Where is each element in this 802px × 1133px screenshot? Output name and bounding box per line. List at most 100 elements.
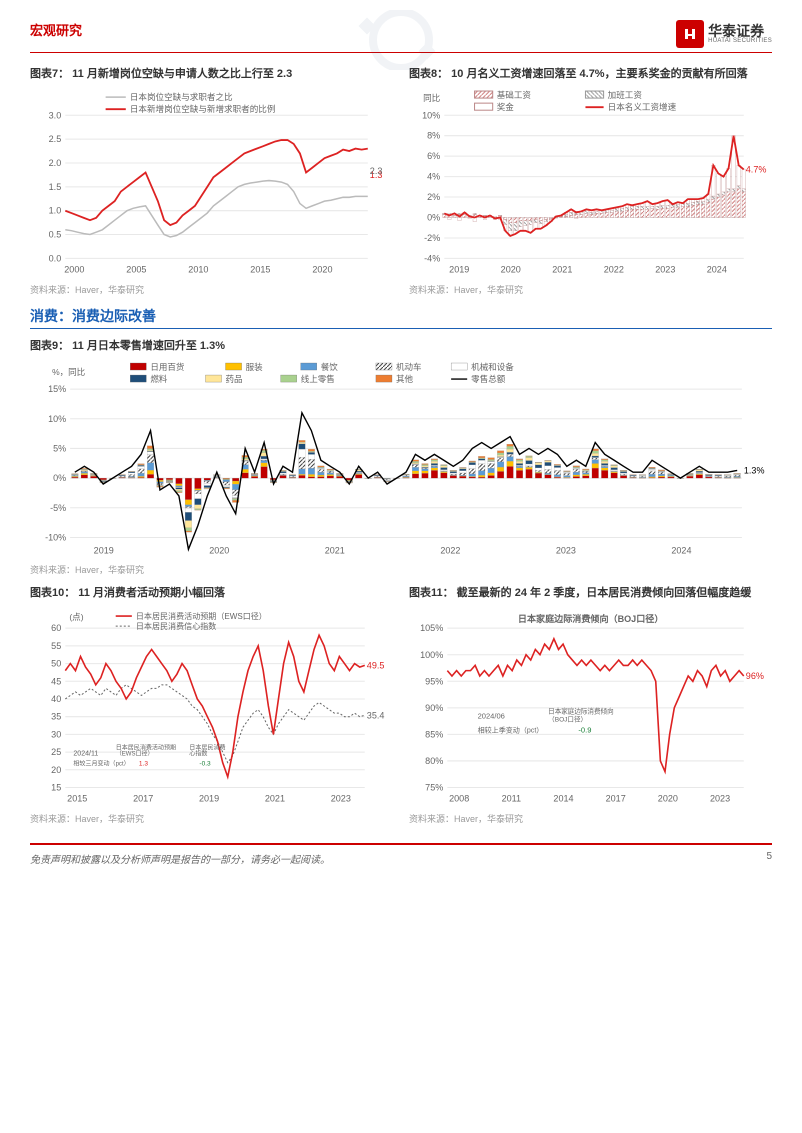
svg-text:0.5: 0.5 — [49, 230, 62, 240]
svg-text:30: 30 — [51, 730, 61, 740]
svg-text:-10%: -10% — [45, 532, 66, 542]
svg-text:2020: 2020 — [658, 794, 678, 804]
chart9-title: 图表9： 11 月日本零售增速回升至 1.3% — [30, 337, 772, 353]
svg-text:零售总额: 零售总额 — [471, 374, 506, 384]
svg-text:日用百货: 日用百货 — [150, 362, 185, 372]
svg-text:50: 50 — [51, 659, 61, 669]
svg-text:2000: 2000 — [64, 265, 84, 275]
svg-text:2.3: 2.3 — [370, 166, 383, 176]
svg-text:0%: 0% — [53, 473, 66, 483]
page-number: 5 — [766, 851, 772, 866]
svg-text:2024: 2024 — [707, 265, 727, 275]
svg-text:4.7%: 4.7% — [746, 164, 767, 174]
svg-text:日本居民消费活动预期（EWS口径）: 日本居民消费活动预期（EWS口径） — [136, 611, 267, 621]
svg-text:0.0: 0.0 — [49, 253, 62, 263]
svg-text:2022: 2022 — [604, 265, 624, 275]
svg-text:1.3: 1.3 — [139, 761, 148, 768]
svg-text:2020: 2020 — [209, 545, 229, 555]
svg-text:2022: 2022 — [440, 545, 460, 555]
svg-text:85%: 85% — [425, 730, 443, 740]
svg-text:2015: 2015 — [250, 265, 270, 275]
svg-text:线上零售: 线上零售 — [301, 374, 335, 384]
svg-text:60: 60 — [51, 623, 61, 633]
chart10-title: 图表10： 11 月消费者活动预期小幅回落 — [30, 584, 393, 600]
svg-text:96%: 96% — [746, 671, 764, 681]
svg-text:机动车: 机动车 — [396, 362, 422, 372]
svg-text:2019: 2019 — [94, 545, 114, 555]
disclaimer: 免责声明和披露以及分析师声明是报告的一部分，请务必一起阅读。 — [30, 851, 330, 866]
logo-en: HUATAI SECURITIES — [708, 38, 772, 44]
svg-text:49.5: 49.5 — [367, 660, 385, 670]
svg-text:2021: 2021 — [325, 545, 345, 555]
svg-text:2023: 2023 — [655, 265, 675, 275]
svg-text:20: 20 — [51, 765, 61, 775]
svg-text:10%: 10% — [422, 110, 440, 120]
svg-text:15: 15 — [51, 783, 61, 793]
svg-text:90%: 90% — [425, 703, 443, 713]
svg-text:15%: 15% — [48, 384, 66, 394]
category-label: 宏观研究 — [30, 20, 82, 39]
svg-text:机械和设备: 机械和设备 — [471, 362, 514, 372]
svg-text:2024/06: 2024/06 — [478, 712, 505, 721]
svg-text:0%: 0% — [427, 213, 440, 223]
chart9-source: 资料来源：Haver，华泰研究 — [30, 563, 772, 576]
chart8-source: 资料来源：Haver，华泰研究 — [409, 283, 772, 296]
svg-text:2008: 2008 — [449, 794, 469, 804]
chart7: 0.00.51.01.52.02.53.02000200520102015202… — [30, 87, 393, 279]
chart7-source: 资料来源：Haver，华泰研究 — [30, 283, 393, 296]
svg-text:相较三月变动（pct）: 相较三月变动（pct） — [73, 760, 129, 768]
svg-text:2020: 2020 — [312, 265, 332, 275]
svg-text:心指数: 心指数 — [189, 750, 207, 758]
svg-text:日本居民消费信心指数: 日本居民消费信心指数 — [136, 621, 216, 631]
svg-text:2011: 2011 — [502, 794, 522, 804]
svg-text:药品: 药品 — [226, 374, 243, 384]
svg-text:2019: 2019 — [449, 265, 469, 275]
svg-text:45: 45 — [51, 676, 61, 686]
svg-text:105%: 105% — [420, 623, 443, 633]
svg-text:2019: 2019 — [199, 794, 219, 804]
svg-text:2.5: 2.5 — [49, 134, 62, 144]
svg-text:2%: 2% — [427, 192, 440, 202]
svg-text:%，同比: %，同比 — [52, 367, 86, 377]
svg-text:35: 35 — [51, 712, 61, 722]
svg-text:日本岗位空缺与求职者之比: 日本岗位空缺与求职者之比 — [130, 91, 233, 102]
svg-text:55: 55 — [51, 641, 61, 651]
chart9: -10%-5%0%5%10%15%%，同比2019202020212022202… — [30, 359, 772, 560]
svg-text:8%: 8% — [427, 131, 440, 141]
section-consumption: 消费：消费边际改善 — [30, 306, 772, 329]
svg-text:-5%: -5% — [50, 502, 66, 512]
svg-text:其他: 其他 — [396, 374, 414, 384]
svg-text:加班工资: 加班工资 — [608, 89, 643, 100]
svg-text:2023: 2023 — [556, 545, 576, 555]
chart10-source: 资料来源：Haver，华泰研究 — [30, 812, 393, 825]
logo-block: 华泰证券 HUATAI SECURITIES — [676, 20, 772, 48]
svg-text:餐饮: 餐饮 — [321, 362, 339, 372]
svg-text:75%: 75% — [425, 783, 443, 793]
svg-text:-0.9: -0.9 — [578, 726, 591, 735]
svg-text:35.4: 35.4 — [367, 710, 385, 720]
svg-text:1.5: 1.5 — [49, 182, 62, 192]
svg-text:日本居民消费活动预期: 日本居民消费活动预期 — [116, 744, 176, 752]
svg-text:2021: 2021 — [265, 794, 285, 804]
logo-cn: 华泰证券 — [708, 24, 772, 38]
svg-text:日本家庭边际消费倾向（BOJ口径）: 日本家庭边际消费倾向（BOJ口径） — [518, 613, 664, 624]
chart11-title: 图表11： 截至最新的 24 年 2 季度，日本居民消费倾向回落但幅度趋缓 — [409, 584, 772, 600]
chart11-source: 资料来源：Haver，华泰研究 — [409, 812, 772, 825]
svg-text:1.0: 1.0 — [49, 206, 62, 216]
svg-text:服装: 服装 — [246, 362, 264, 372]
svg-text:4%: 4% — [427, 172, 440, 182]
svg-text:日本新增岗位空缺与新增求职者的比例: 日本新增岗位空缺与新增求职者的比例 — [130, 103, 276, 114]
svg-text:2014: 2014 — [553, 794, 573, 804]
svg-text:2021: 2021 — [552, 265, 572, 275]
svg-text:-2%: -2% — [424, 233, 440, 243]
svg-text:日本家庭边际消费倾向: 日本家庭边际消费倾向 — [548, 707, 613, 716]
svg-text:（BOJ口径）: （BOJ口径） — [548, 715, 587, 724]
svg-text:1.3%: 1.3% — [744, 465, 765, 475]
chart8: -4%-2%0%2%4%6%8%10%同比2019202020212022202… — [409, 87, 772, 279]
logo-icon — [676, 20, 704, 48]
svg-text:奖金: 奖金 — [497, 101, 515, 112]
svg-text:(点): (点) — [69, 612, 83, 622]
svg-text:2024/11: 2024/11 — [73, 751, 98, 758]
background-decoration — [301, 10, 501, 70]
svg-text:2005: 2005 — [126, 265, 146, 275]
